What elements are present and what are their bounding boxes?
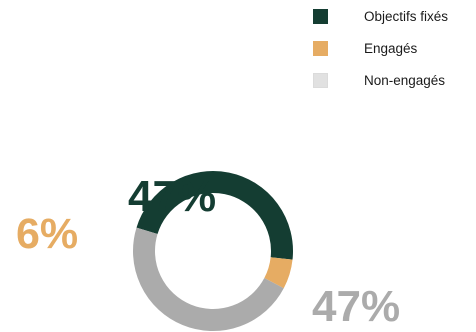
legend-label-engages: Engagés: [364, 40, 418, 56]
legend-label-objectifs-fixes: Objectifs fixés: [364, 8, 449, 24]
legend-swatch-objectifs-fixes: [313, 8, 328, 24]
legend-swatch-non-engages: [313, 72, 328, 88]
legend-item-engages: Engagés: [313, 38, 448, 58]
legend-swatch-engages: [313, 40, 328, 56]
legend-label-non-engages: Non-engagés: [364, 72, 446, 88]
legend-item-objectifs-fixes: Objectifs fixés: [313, 6, 448, 26]
pct-label-engages: 6%: [16, 210, 79, 258]
donut-slice-engages: [264, 256, 293, 289]
pct-label-non-engages: 47%: [312, 282, 401, 331]
pct-label-objectifs-fixes: 47%: [128, 172, 217, 221]
donut-slice-objectifs-fixes: [136, 171, 293, 260]
legend-item-non-engages: Non-engagés: [313, 70, 448, 90]
donut-slice-non-engages: [133, 227, 284, 331]
chart-legend: Objectifs fixés Engagés Non-engagés: [313, 6, 448, 102]
